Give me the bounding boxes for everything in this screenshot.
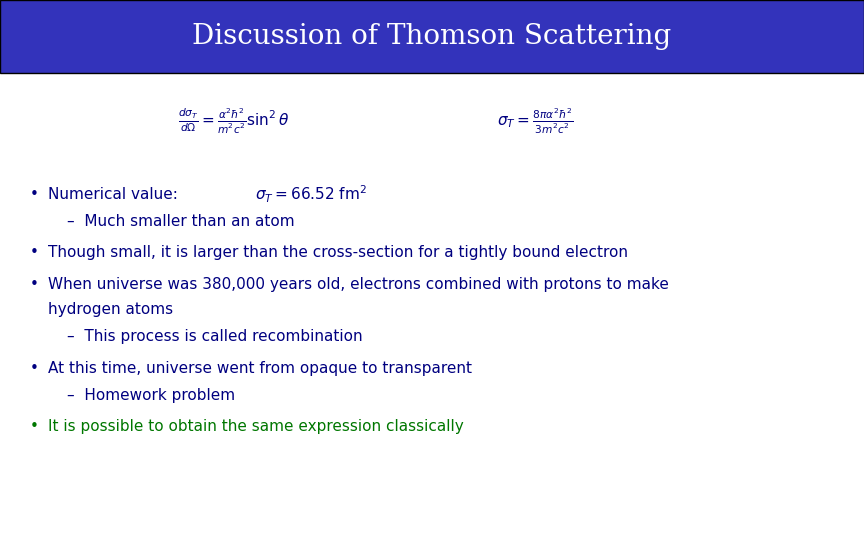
Text: Numerical value:: Numerical value: <box>48 187 178 202</box>
Text: $\sigma_T = \frac{8\pi\alpha^2 \hbar^2}{3m^2 c^2}$: $\sigma_T = \frac{8\pi\alpha^2 \hbar^2}{… <box>498 107 574 136</box>
Text: •: • <box>30 419 39 434</box>
Text: •: • <box>30 245 39 260</box>
Text: •: • <box>30 276 39 292</box>
Text: At this time, universe went from opaque to transparent: At this time, universe went from opaque … <box>48 361 473 376</box>
Text: –  Much smaller than an atom: – Much smaller than an atom <box>67 214 295 229</box>
Text: It is possible to obtain the same expression classically: It is possible to obtain the same expres… <box>48 419 464 434</box>
Text: –  This process is called recombination: – This process is called recombination <box>67 329 363 345</box>
Text: Discussion of Thomson Scattering: Discussion of Thomson Scattering <box>193 23 671 50</box>
Text: –  Homework problem: – Homework problem <box>67 388 236 403</box>
Text: Though small, it is larger than the cross-section for a tightly bound electron: Though small, it is larger than the cros… <box>48 245 628 260</box>
Text: $\frac{d\sigma_T}{d\Omega} = \frac{\alpha^2 \hbar^2}{m^2 c^2}\sin^2\theta$: $\frac{d\sigma_T}{d\Omega} = \frac{\alph… <box>178 107 289 136</box>
Text: $\sigma_T = 66.52 \ \mathrm{fm}^2$: $\sigma_T = 66.52 \ \mathrm{fm}^2$ <box>255 184 367 205</box>
Text: •: • <box>30 187 39 202</box>
FancyBboxPatch shape <box>0 0 864 73</box>
Text: hydrogen atoms: hydrogen atoms <box>48 302 174 318</box>
Text: •: • <box>30 361 39 376</box>
Text: When universe was 380,000 years old, electrons combined with protons to make: When universe was 380,000 years old, ele… <box>48 276 670 292</box>
